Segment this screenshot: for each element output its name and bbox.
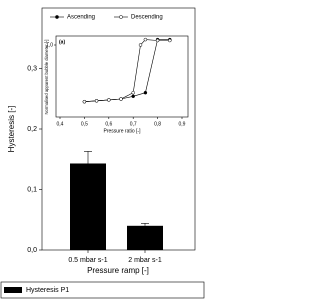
point	[155, 38, 160, 43]
legend-label: Ascending	[67, 15, 95, 21]
point	[94, 99, 99, 103]
point	[143, 37, 148, 42]
bar	[127, 225, 163, 250]
legend-swatch	[4, 287, 22, 293]
x-axis-label: Pressure ratio [-]	[104, 128, 142, 134]
x-tick-label: 0,6	[105, 121, 112, 127]
legend-marker	[119, 15, 123, 19]
y-axis-label: Hysteresis [-]	[7, 106, 16, 153]
point	[168, 38, 172, 43]
x-axis-label: Pressure ramp [-]	[87, 266, 149, 275]
point	[107, 98, 111, 102]
point	[143, 90, 148, 95]
point	[138, 43, 143, 47]
x-tick-label: 0,9	[179, 121, 186, 127]
x-tick-label: 0.5 mbar s-1	[68, 257, 107, 264]
y-axis-label: Normalised apparent bubble diameter [-]	[44, 40, 49, 115]
y-tick-label: 0,1	[27, 186, 37, 193]
x-tick-label: 2 mbar s-1	[128, 257, 162, 264]
legend-label: Hysteresis P1	[26, 287, 69, 294]
point	[131, 94, 135, 99]
x-tick-label: 0,8	[154, 121, 161, 127]
legend-box	[0, 281, 205, 299]
y-tick-label: 0,0	[27, 247, 37, 254]
y-tick-label: 0,2	[27, 126, 37, 133]
y-tick-label: 0,3	[27, 65, 37, 72]
annotation: (a)	[59, 39, 65, 45]
point	[82, 99, 87, 104]
chart: 0,0 0,1 0,2 0,3 Hysteresis [-] Pressure ramp …	[0, 7, 205, 299]
x-tick-label: 0,7	[130, 121, 137, 127]
bar	[70, 163, 106, 250]
legend-marker	[55, 15, 59, 19]
y-tick-label: 1,0	[46, 42, 53, 48]
x-tick-label: 0,4	[57, 121, 64, 127]
point	[131, 90, 135, 95]
legend-label: Descending	[131, 15, 163, 21]
inset-frame	[55, 35, 189, 118]
point	[119, 97, 123, 101]
x-tick-label: 0,5	[81, 121, 88, 127]
